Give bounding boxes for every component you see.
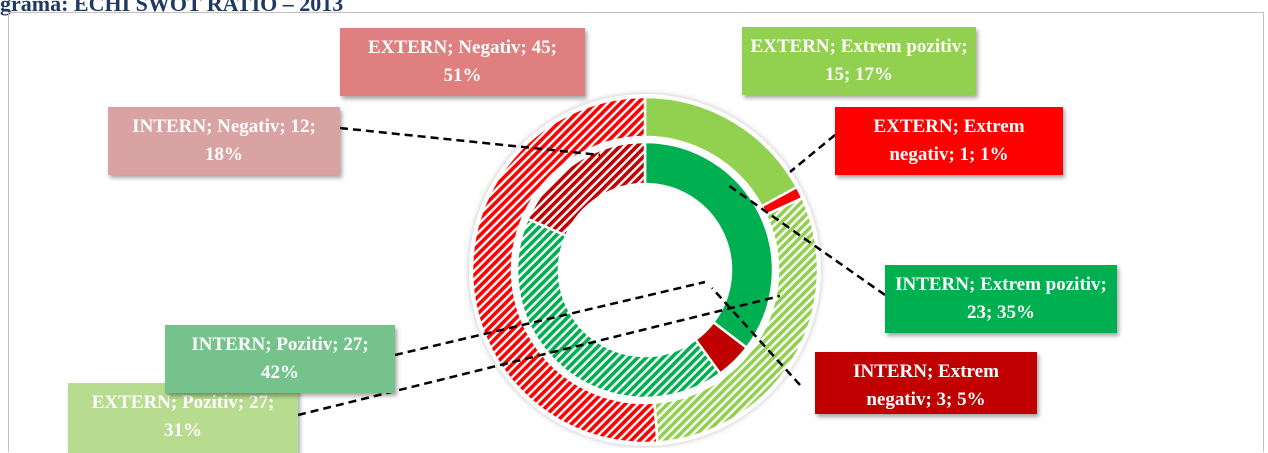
data-label: INTERN; Pozitiv; 27; 42%: [165, 325, 395, 393]
chart-frame: [8, 12, 1264, 452]
data-label: INTERN; Negativ; 12; 18%: [108, 107, 340, 175]
leader-line: [789, 134, 836, 173]
donut-slice: [470, 95, 659, 445]
data-label: EXTERN; Pozitiv; 27; 31%: [68, 383, 298, 453]
leader-line: [339, 126, 601, 157]
data-label: INTERN; Extrem negativ; 3; 5%: [815, 352, 1037, 414]
leader-line: [297, 294, 781, 417]
leader-line: [394, 280, 706, 357]
leader-line: [711, 287, 801, 386]
leader-line: [727, 183, 886, 297]
data-label: EXTERN; Extrem pozitiv; 15; 17%: [742, 27, 976, 95]
data-label: INTERN; Extrem pozitiv; 23; 35%: [885, 265, 1117, 333]
data-label: EXTERN; Negativ; 45; 51%: [340, 28, 585, 96]
donut-slice: [526, 140, 647, 238]
donut-slice: [515, 217, 722, 400]
data-label: EXTERN; Extrem negativ; 1; 1%: [835, 107, 1063, 175]
